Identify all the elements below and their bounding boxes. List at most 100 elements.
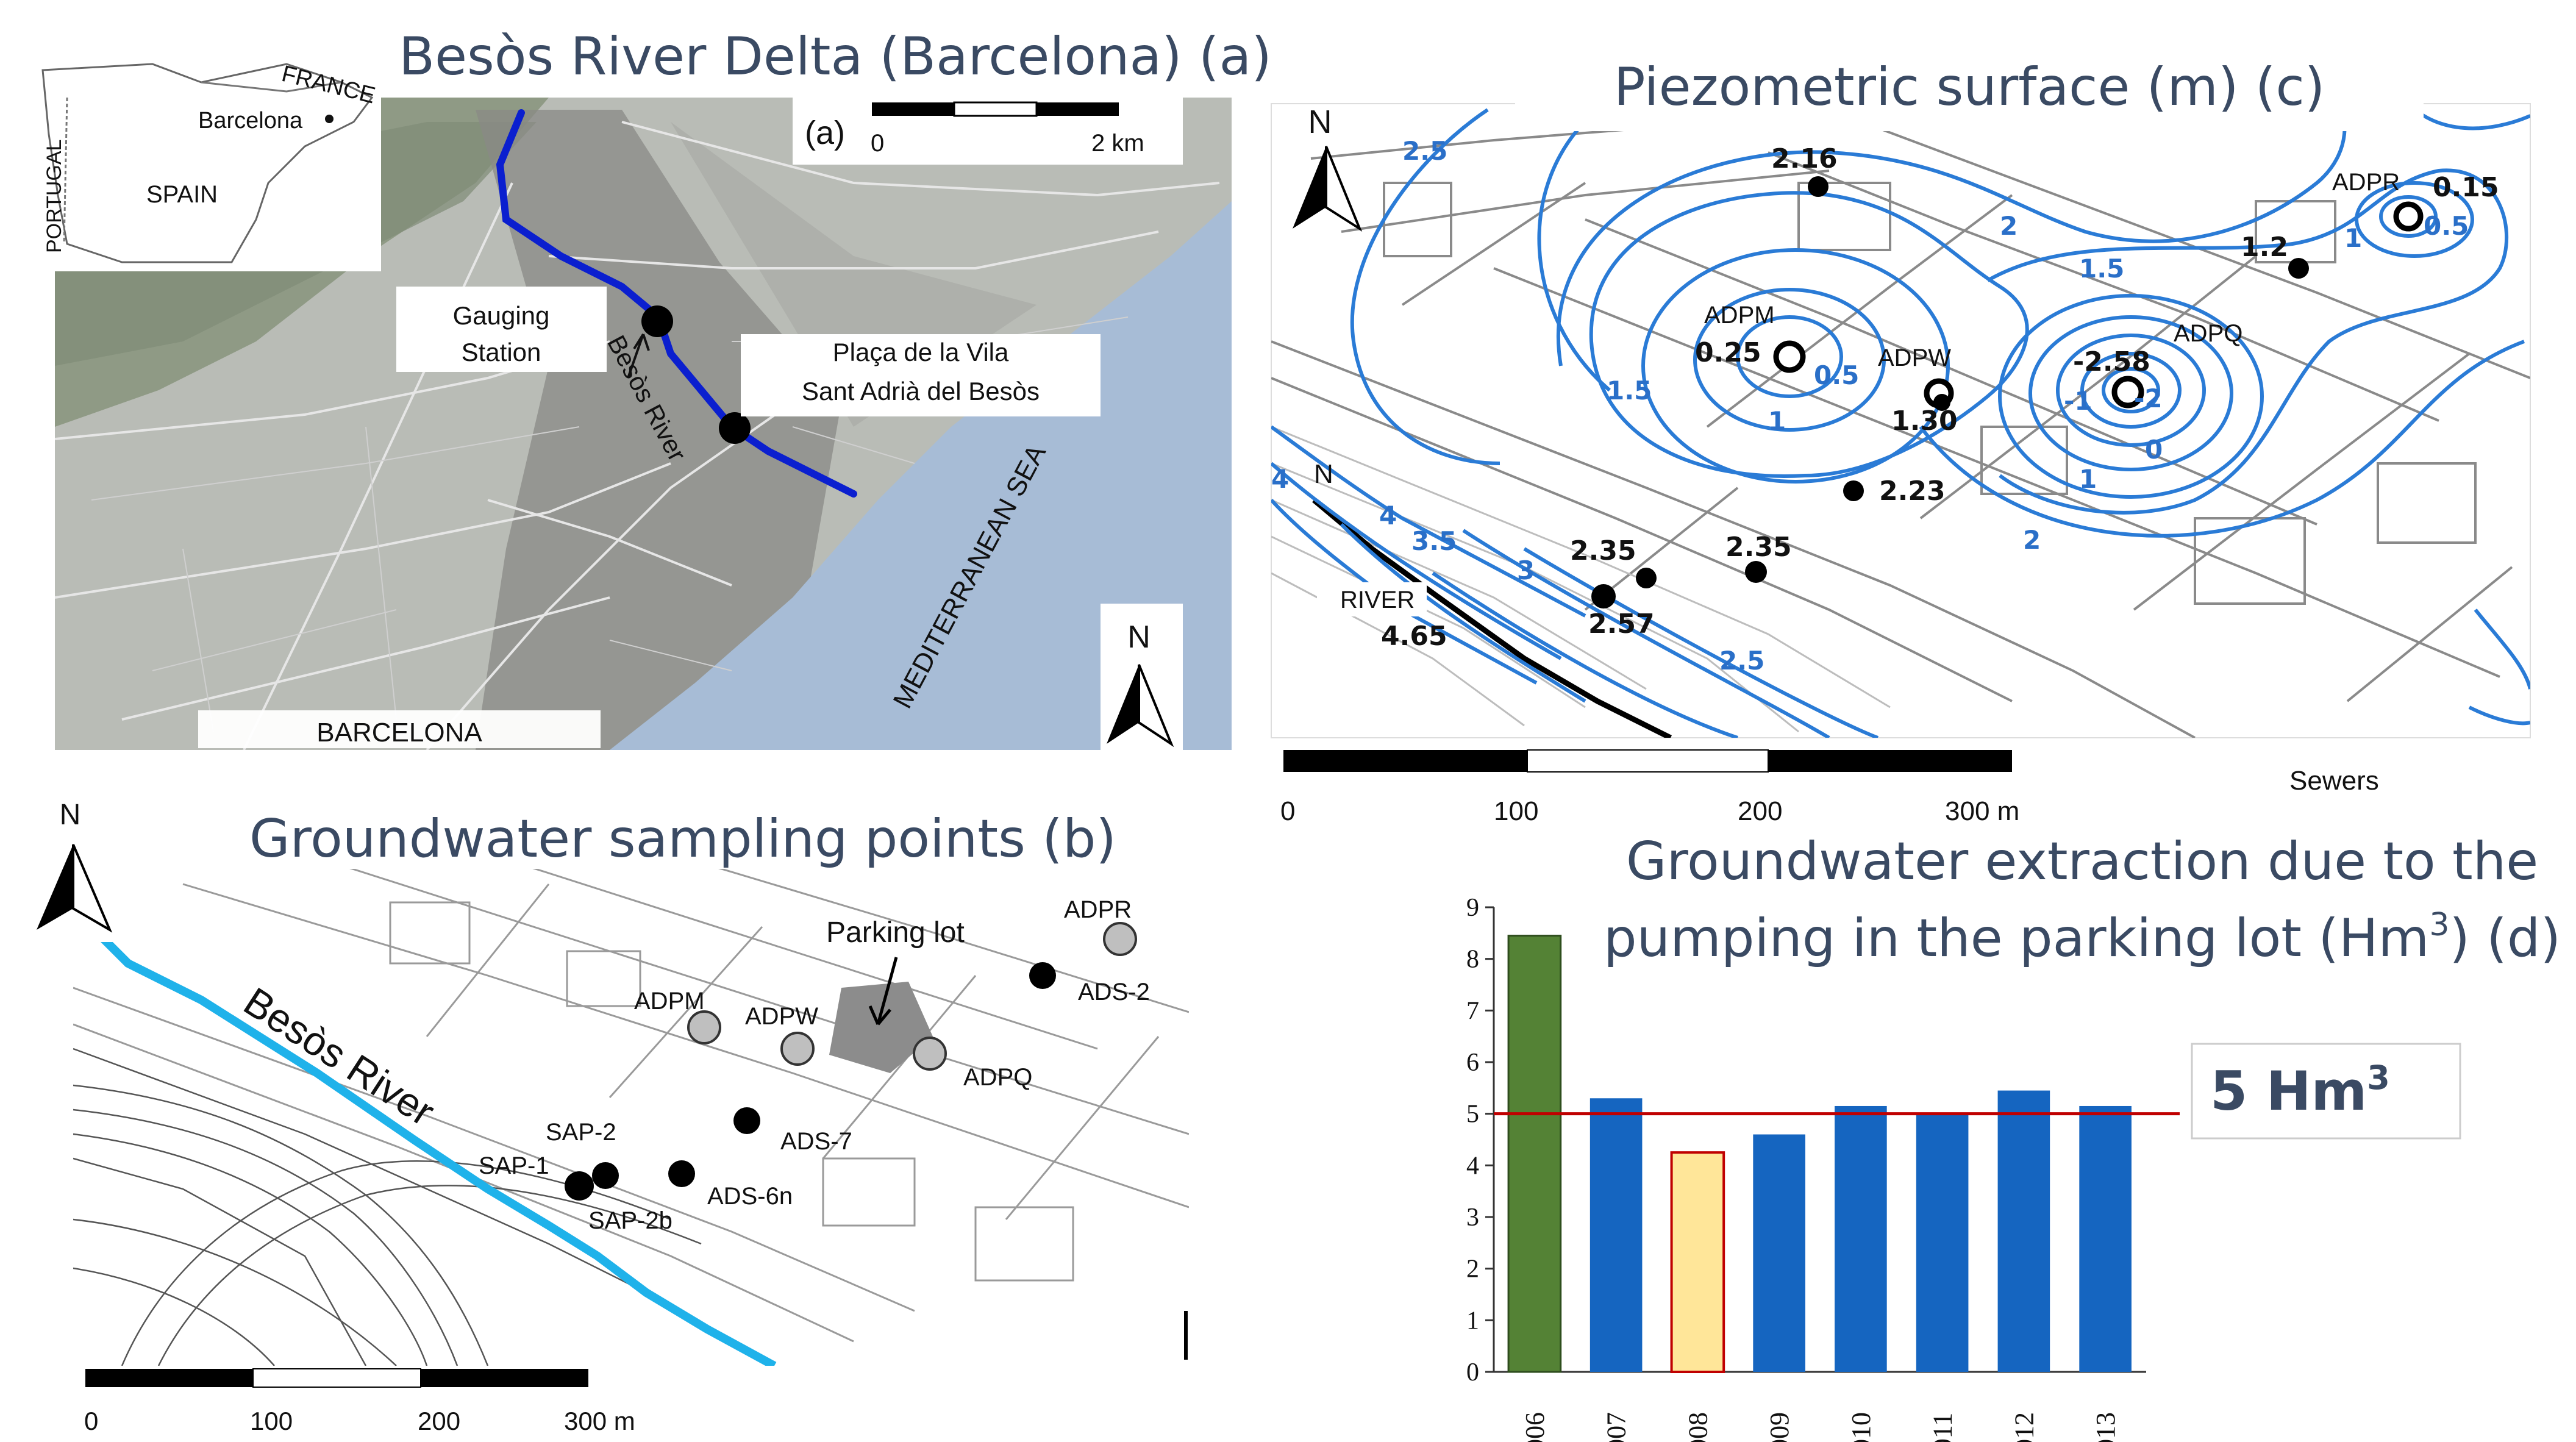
parking-lot-shape: [829, 982, 933, 1073]
contour-minus-1: -1: [2064, 386, 2093, 416]
gauging-label-2: Station: [462, 338, 541, 366]
north-arrow-a: [1107, 665, 1139, 744]
y-tick-label: 9: [1466, 894, 1479, 922]
besos-river-line-b: [73, 908, 777, 1366]
x-tick-label-2012: 2012: [2009, 1412, 2039, 1442]
x-tick-label-2008: 2008: [1683, 1412, 1713, 1442]
panel-c-map-background: [1271, 103, 2531, 738]
y-tick-label: 1: [1466, 1307, 1479, 1335]
x-tick-label-2009: 2009: [1764, 1412, 1794, 1442]
scale-c-300: 300 m: [1945, 796, 2019, 826]
scale-b-100: 100: [250, 1407, 293, 1435]
x-tick-label-2007: 2007: [1602, 1412, 1632, 1442]
pt-sap1: SAP-1: [479, 1152, 549, 1179]
head-0-15: 0.15: [2433, 172, 2499, 203]
well-adpr: ADPR: [2332, 169, 2400, 196]
y-tick-label: 7: [1466, 997, 1479, 1025]
head-1-30: 1.30: [1891, 405, 1958, 437]
gauging-station-marker: [641, 305, 673, 337]
head-2-23: 2.23: [1879, 476, 1946, 507]
scale-b-300: 300 m: [564, 1407, 635, 1435]
panel-c-title: Piezometric surface (m) (c): [1614, 57, 2325, 118]
piezometric-contours: [1271, 104, 2530, 738]
pt-adpw: ADPW: [745, 1003, 818, 1030]
bar-2007: [1589, 1098, 1643, 1372]
placa-label-1: Plaça de la Vila: [833, 338, 1009, 366]
y-tick-label: 8: [1466, 946, 1479, 974]
panel-c-wells: [1591, 176, 2424, 609]
well-adpm: ADPM: [1704, 302, 1775, 329]
iberia-inset: FRANCE PORTUGAL SPAIN Barcelona: [12, 61, 381, 271]
contour-1-5-b: 1.5: [1607, 376, 1652, 405]
x-tick-label-2013: 2013: [2091, 1412, 2121, 1442]
panel-d-title-2: pumping in the parking lot (Hm3) (d): [1604, 907, 2561, 969]
x-tick-label-2010: 2010: [1846, 1412, 1876, 1442]
north-c-letter: N: [1308, 104, 1332, 140]
y-tick-label: 5: [1466, 1101, 1479, 1129]
pt-adpr: ADPR: [1064, 896, 1132, 923]
well-adpq: ADPQ: [2174, 320, 2242, 347]
head-0-25: 0.25: [1695, 337, 1761, 368]
parking-lot-label: Parking lot: [826, 916, 965, 949]
panel-b: Parking lot Besòs River ADPR ADS-2 ADPM …: [24, 793, 1189, 1435]
sampling-points: [565, 922, 1137, 1201]
inset-portugal: PORTUGAL: [43, 140, 66, 253]
scale-a-end: 2 km: [1091, 130, 1144, 157]
bar-2008: [1670, 1151, 1725, 1373]
bar-2011: [1916, 1113, 1969, 1372]
y-tick-label: 0: [1466, 1358, 1479, 1387]
contour-3-5: 3.5: [1411, 526, 1457, 556]
scale-c-200: 200: [1738, 796, 1782, 826]
panel-a: BARCELONA MEDITERRANEAN SEA Besòs River …: [12, 18, 1317, 750]
contour-1-5-a: 1.5: [2079, 254, 2124, 284]
callout-box: [2191, 1043, 2461, 1140]
contour-4-b: 4: [1379, 501, 1397, 530]
sewers-label: Sewers: [2289, 766, 2379, 796]
pt-sap2b: SAP-2b: [588, 1207, 673, 1234]
north-arrow-b: [37, 844, 73, 930]
placa-vila-marker: [719, 412, 751, 444]
scale-a-start: 0: [871, 130, 884, 157]
scale-c-100: 100: [1494, 796, 1538, 826]
north-c-inset: N: [1314, 459, 1333, 489]
gauging-label-1: Gauging: [453, 301, 550, 330]
bar-2006: [1507, 935, 1562, 1373]
callout-5hm3: 5 Hm3: [2210, 1058, 2390, 1123]
y-tick-label: 3: [1466, 1204, 1479, 1232]
y-tick-label: 2: [1466, 1255, 1479, 1283]
head-1-2: 1.2: [2241, 232, 2288, 263]
contour-minus-2: -2: [2134, 384, 2163, 413]
pt-ads6n: ADS-6n: [707, 1183, 793, 1210]
contour-2-a: 2: [2000, 211, 2018, 241]
chart-yticks: 0 1 2 3 4 5 6 7 8 9: [1466, 894, 1494, 1387]
contour-1-b: 1: [2344, 223, 2362, 253]
head-2-35-a: 2.35: [1570, 535, 1636, 566]
bar-2013: [2079, 1105, 2132, 1372]
head-2-35-b: 2.35: [1725, 532, 1792, 563]
chart-xticks: 2006 2007 2008 2009 2010 2011 2012 2013: [1520, 1412, 2121, 1442]
contour-3: 3: [1517, 555, 1535, 585]
pt-adpm: ADPM: [634, 988, 705, 1015]
river-line-c: [1312, 498, 1672, 738]
head-2-57: 2.57: [1588, 609, 1655, 640]
pt-sap2: SAP-2: [546, 1119, 616, 1146]
placa-label-2: Sant Adrià del Besòs: [802, 377, 1040, 405]
well-adpw: ADPW: [1878, 344, 1951, 371]
pt-ads2: ADS-2: [1078, 979, 1150, 1005]
y-tick-label: 6: [1466, 1049, 1479, 1077]
x-tick-label-2011: 2011: [1928, 1413, 1958, 1442]
scale-c-0: 0: [1280, 796, 1295, 826]
contour-0-5-b: 0.5: [2424, 211, 2469, 241]
panel-d-title-1: Groundwater extraction due to the: [1626, 831, 2538, 892]
inset-barcelona: Barcelona: [198, 108, 303, 134]
north-b-letter: N: [60, 799, 81, 831]
pt-adpq: ADPQ: [963, 1064, 1032, 1091]
scale-b-0: 0: [84, 1407, 98, 1435]
contour-0-5-a: 0.5: [1814, 360, 1859, 390]
contour-1-a: 1: [1768, 406, 1786, 436]
river-label-c: RIVER: [1340, 587, 1415, 613]
scale-c-seg1: [1283, 750, 1527, 772]
contour-2-5-b: 2.5: [1719, 646, 1764, 676]
